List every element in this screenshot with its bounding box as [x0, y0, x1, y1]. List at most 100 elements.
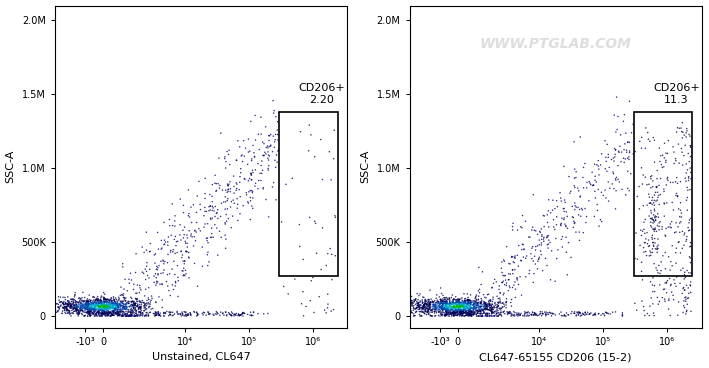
Point — [101, 311, 113, 316]
Point — [489, 300, 501, 305]
Point — [106, 311, 118, 317]
Point — [86, 311, 98, 317]
Point — [595, 217, 606, 223]
Point — [598, 311, 610, 317]
Point — [145, 301, 156, 307]
Point — [90, 296, 101, 302]
Point — [103, 301, 114, 307]
Point — [488, 307, 499, 312]
Point — [224, 311, 235, 317]
Point — [117, 305, 128, 311]
Point — [211, 311, 222, 317]
Point — [471, 313, 483, 319]
Point — [247, 312, 259, 318]
Point — [459, 300, 471, 306]
Point — [456, 306, 467, 312]
Point — [676, 214, 687, 220]
Point — [99, 294, 110, 300]
Point — [419, 302, 430, 308]
Point — [530, 261, 541, 267]
Point — [448, 301, 459, 307]
Point — [74, 295, 85, 301]
Point — [219, 154, 230, 160]
Point — [481, 311, 493, 316]
Point — [96, 307, 107, 313]
Point — [101, 307, 112, 312]
Point — [93, 307, 104, 312]
Point — [664, 276, 675, 282]
Point — [464, 300, 475, 306]
Point — [113, 313, 125, 319]
Point — [469, 298, 480, 304]
Point — [58, 300, 69, 306]
Point — [135, 306, 146, 312]
Point — [220, 194, 231, 200]
Point — [70, 299, 82, 305]
Point — [62, 298, 73, 304]
Point — [178, 265, 189, 271]
Point — [457, 311, 468, 317]
Point — [643, 191, 654, 197]
Point — [151, 312, 162, 318]
Point — [435, 301, 446, 307]
Point — [245, 312, 257, 318]
Point — [542, 262, 553, 268]
Point — [663, 138, 674, 144]
Point — [496, 270, 508, 276]
Point — [248, 309, 259, 315]
Point — [458, 291, 469, 297]
Point — [442, 298, 453, 304]
Point — [462, 305, 474, 311]
Point — [569, 166, 581, 172]
Point — [465, 312, 476, 318]
Point — [606, 181, 618, 187]
Point — [411, 300, 423, 306]
Point — [74, 302, 86, 308]
Point — [97, 300, 108, 306]
Point — [263, 152, 274, 158]
Point — [180, 268, 191, 273]
Point — [456, 309, 467, 315]
Point — [454, 297, 465, 302]
Point — [116, 299, 127, 305]
Point — [436, 306, 447, 312]
Point — [440, 307, 452, 313]
Point — [71, 308, 82, 314]
Point — [453, 304, 464, 309]
Point — [102, 304, 113, 310]
Point — [69, 303, 80, 309]
Point — [82, 301, 93, 307]
Point — [59, 307, 70, 313]
Point — [451, 307, 462, 313]
Point — [55, 294, 66, 300]
Point — [65, 300, 76, 306]
Point — [140, 313, 152, 319]
Point — [100, 306, 111, 312]
Point — [489, 313, 500, 319]
Point — [162, 272, 173, 277]
Point — [529, 312, 540, 318]
Point — [442, 302, 454, 308]
Point — [75, 305, 86, 311]
Point — [524, 234, 535, 240]
Point — [457, 310, 468, 316]
Point — [479, 303, 490, 309]
Point — [439, 305, 450, 311]
Point — [127, 308, 138, 314]
Point — [673, 141, 684, 147]
Point — [435, 300, 447, 306]
Point — [180, 249, 191, 255]
Point — [103, 300, 114, 305]
Point — [663, 306, 674, 312]
Point — [80, 305, 91, 311]
Point — [111, 301, 122, 307]
Point — [452, 299, 463, 305]
Point — [90, 313, 101, 319]
Point — [538, 236, 549, 242]
Point — [447, 299, 459, 305]
Point — [267, 98, 279, 104]
Point — [507, 284, 518, 290]
Point — [413, 304, 425, 310]
Point — [84, 304, 95, 310]
Point — [453, 308, 464, 314]
